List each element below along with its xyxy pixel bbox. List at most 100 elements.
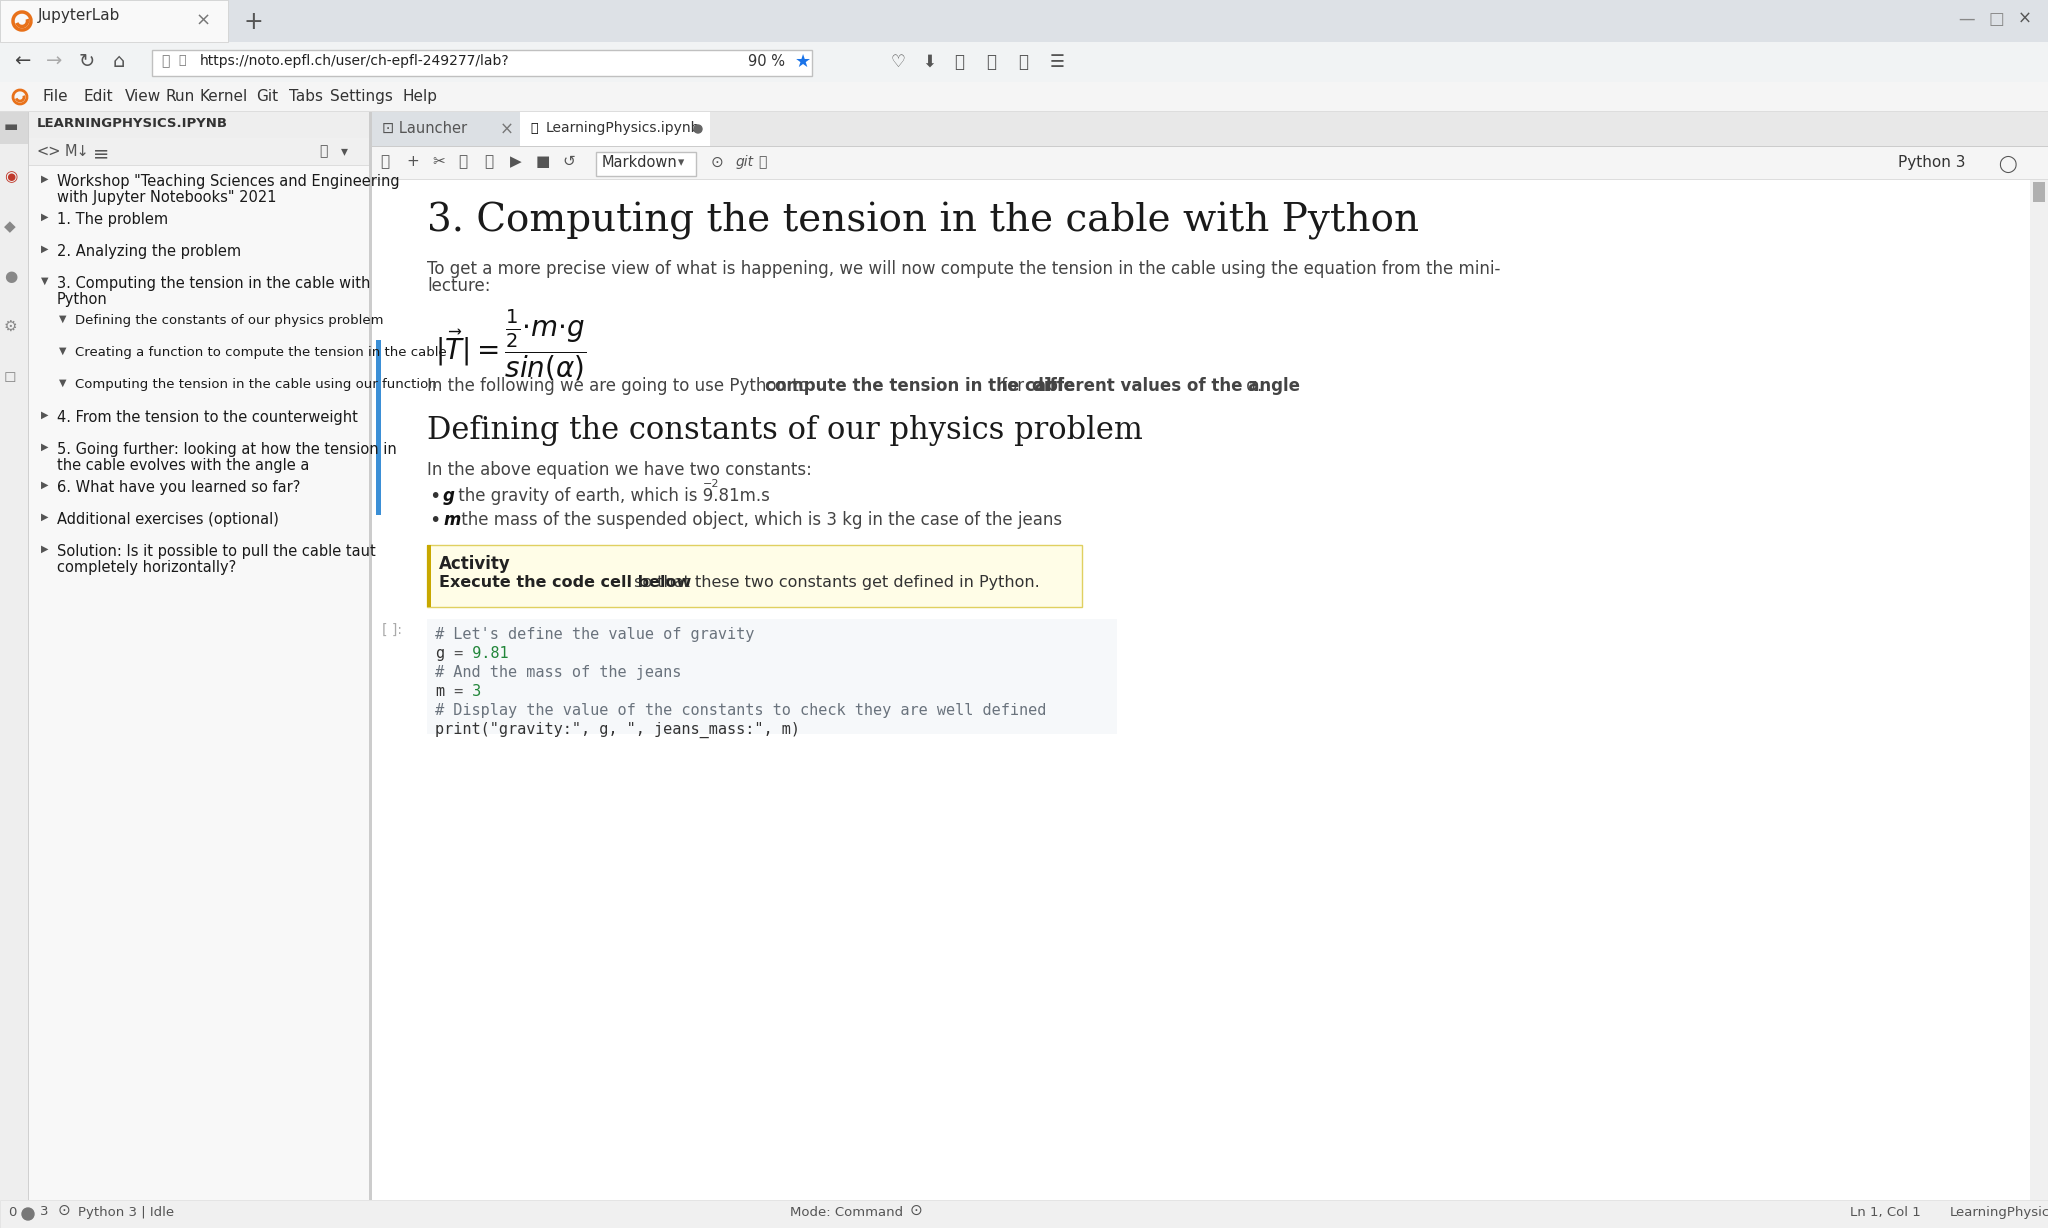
Text: JupyterLab: JupyterLab [39, 9, 121, 23]
Text: ⊙: ⊙ [711, 155, 723, 169]
Text: ●: ● [4, 269, 16, 284]
Text: # Display the value of the constants to check they are well defined: # Display the value of the constants to … [434, 702, 1047, 718]
Circle shape [23, 1208, 35, 1219]
Text: Mode: Command: Mode: Command [791, 1206, 903, 1219]
Bar [596, 152, 696, 176]
Text: 🛡: 🛡 [162, 54, 170, 68]
Text: Activity: Activity [438, 555, 510, 573]
Text: →: → [45, 52, 61, 71]
Bar [0, 0, 227, 42]
Text: compute the tension in the cable: compute the tension in the cable [766, 377, 1075, 395]
Text: 🏷: 🏷 [319, 144, 328, 158]
Text: different values of the angle: different values of the angle [1032, 377, 1300, 395]
Text: ▶: ▶ [41, 174, 49, 184]
Text: +: + [406, 154, 418, 169]
Text: ♡: ♡ [891, 53, 905, 71]
Text: In the above equation we have two constants:: In the above equation we have two consta… [426, 460, 811, 479]
Text: ≡: ≡ [92, 144, 109, 163]
Text: ⬇: ⬇ [922, 53, 936, 71]
Text: Workshop "Teaching Sciences and Engineering: Workshop "Teaching Sciences and Engineer… [57, 174, 399, 189]
Circle shape [694, 125, 702, 133]
Text: ▶: ▶ [41, 512, 49, 522]
Text: completely horizontally?: completely horizontally? [57, 560, 236, 575]
Bar [426, 545, 430, 607]
Text: ◉: ◉ [4, 169, 16, 184]
Text: Markdown: Markdown [602, 155, 678, 169]
Text: ▶: ▶ [41, 244, 49, 254]
Bar [2034, 182, 2046, 201]
Text: —: — [1958, 10, 1974, 28]
Text: ⊡ Launcher: ⊡ Launcher [383, 122, 467, 136]
Text: print("gravity:", g, ", jeans_mass:", m): print("gravity:", g, ", jeans_mass:", m) [434, 722, 801, 738]
Text: # Let's define the value of gravity: # Let's define the value of gravity [434, 628, 754, 642]
Bar [29, 138, 369, 166]
Text: −2: −2 [702, 479, 719, 489]
Text: https://noto.epfl.ch/user/ch-epfl-249277/lab?: https://noto.epfl.ch/user/ch-epfl-249277… [201, 54, 510, 68]
Text: 🔲: 🔲 [1018, 53, 1028, 71]
Bar [426, 545, 1081, 607]
Text: 6. What have you learned so far?: 6. What have you learned so far? [57, 480, 301, 495]
Text: 3: 3 [41, 1205, 49, 1218]
Text: ▼: ▼ [59, 346, 66, 356]
Text: Creating a function to compute the tension in the cable: Creating a function to compute the tensi… [76, 346, 446, 359]
Bar [373, 112, 520, 147]
Text: ▶: ▶ [510, 154, 522, 169]
Text: In the following we are going to use Python to: In the following we are going to use Pyt… [426, 377, 815, 395]
Text: Ln 1, Col 1: Ln 1, Col 1 [1849, 1206, 1921, 1219]
Bar [369, 112, 373, 1200]
Text: 2. Analyzing the problem: 2. Analyzing the problem [57, 244, 242, 259]
Text: m: m [434, 684, 444, 699]
Bar [0, 42, 2048, 82]
Bar [373, 147, 2048, 181]
Text: ⚙: ⚙ [4, 319, 18, 334]
Text: g: g [442, 488, 455, 505]
Text: 📒: 📒 [530, 123, 537, 135]
Bar [29, 112, 369, 138]
Text: Execute the code cell below: Execute the code cell below [438, 575, 692, 589]
Bar [0, 1200, 2048, 1228]
Text: Defining the constants of our physics problem: Defining the constants of our physics pr… [76, 314, 383, 327]
Text: Solution: Is it possible to pull the cable taut: Solution: Is it possible to pull the cab… [57, 544, 375, 559]
Text: ▾: ▾ [678, 156, 684, 169]
Text: Defining the constants of our physics problem: Defining the constants of our physics pr… [426, 415, 1143, 446]
Text: ⛭: ⛭ [758, 155, 766, 169]
Text: ▬: ▬ [4, 119, 18, 134]
Text: ×: × [500, 122, 514, 139]
Text: 9.81: 9.81 [463, 646, 508, 661]
Bar [0, 42, 2048, 82]
Text: $|\vec{T}| = \dfrac{\frac{1}{2}{\cdot}m{\cdot}g}{sin(\alpha)}$: $|\vec{T}| = \dfrac{\frac{1}{2}{\cdot}m{… [434, 307, 586, 383]
Text: M↓: M↓ [66, 144, 90, 158]
Text: ◆: ◆ [4, 219, 16, 235]
Text: ×: × [2017, 10, 2032, 28]
Text: ×: × [197, 12, 211, 29]
Text: =: = [444, 684, 463, 699]
Text: 3. Computing the tension in the cable with: 3. Computing the tension in the cable wi… [57, 276, 371, 291]
Text: 90 %: 90 % [748, 54, 784, 69]
Bar [152, 50, 811, 76]
Bar [426, 619, 1116, 734]
Text: ▼: ▼ [41, 276, 49, 286]
Text: 4. From the tension to the counterweight: 4. From the tension to the counterweight [57, 410, 358, 425]
Text: 0: 0 [8, 1206, 16, 1219]
Text: Edit: Edit [84, 88, 113, 104]
Text: 🔒: 🔒 [178, 54, 186, 68]
Bar [29, 112, 369, 1200]
Bar [0, 0, 2048, 42]
Text: # And the mass of the jeans: # And the mass of the jeans [434, 666, 682, 680]
Bar [520, 112, 711, 147]
Text: LearningPhysics.ipynb: LearningPhysics.ipynb [547, 122, 700, 135]
Text: Python 3: Python 3 [1898, 155, 1966, 169]
Text: lecture:: lecture: [426, 278, 492, 295]
Text: so that these two constants get defined in Python.: so that these two constants get defined … [629, 575, 1040, 589]
Text: ⎘: ⎘ [459, 154, 467, 169]
Text: 1. The problem: 1. The problem [57, 212, 168, 227]
Text: ⌂: ⌂ [113, 52, 125, 71]
Text: 👤: 👤 [954, 53, 965, 71]
Text: LEARNINGPHYSICS.IPYNB: LEARNINGPHYSICS.IPYNB [37, 117, 227, 130]
Bar [0, 112, 29, 144]
Text: ✂: ✂ [432, 154, 444, 169]
Text: ↻: ↻ [80, 52, 96, 71]
Text: •: • [428, 488, 440, 506]
Text: Tabs: Tabs [289, 88, 324, 104]
Text: g: g [434, 646, 444, 661]
